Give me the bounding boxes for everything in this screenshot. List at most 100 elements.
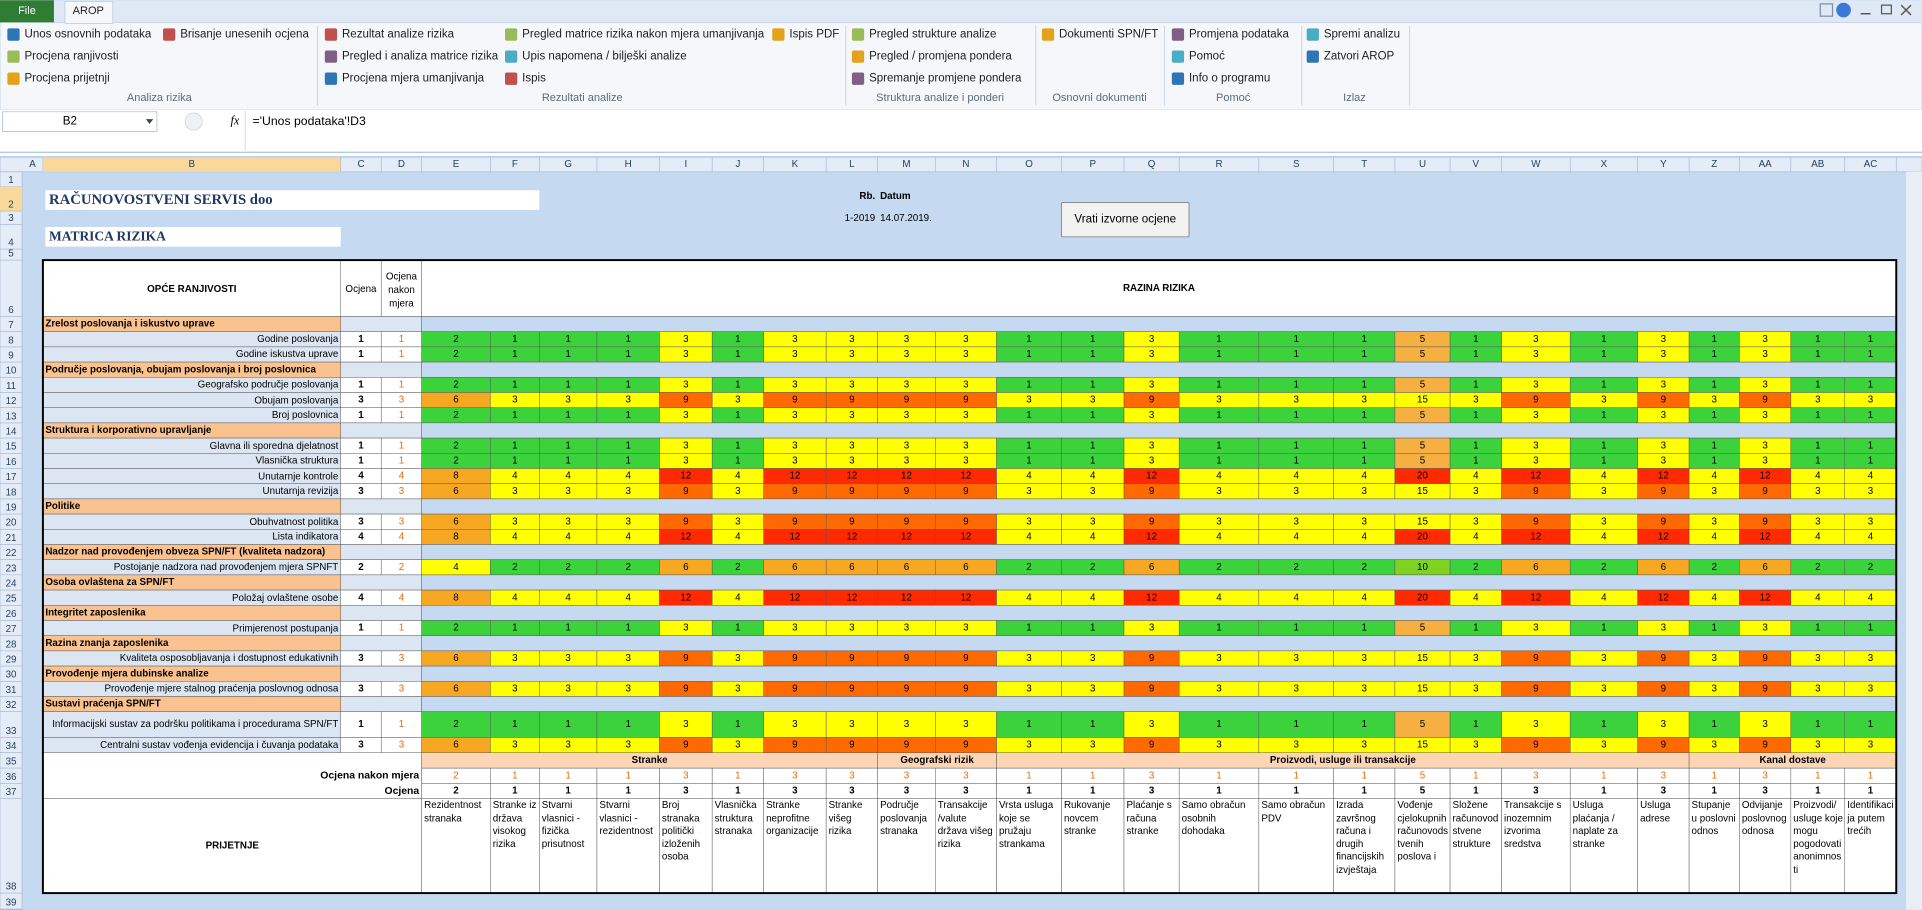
threat-label-cell (42, 798, 422, 894)
ribbon-icon[interactable] (324, 50, 338, 63)
risk-value: 12 (960, 471, 971, 482)
restore-button[interactable] (1061, 202, 1190, 238)
ribbon-icon[interactable] (851, 28, 865, 41)
ribbon-button[interactable]: Info o programu (1189, 73, 1270, 85)
risk-value: 9 (683, 653, 688, 664)
section-title: Područje poslovanja, obujam poslovanja i… (45, 364, 316, 375)
header-cell (380, 259, 422, 317)
ribbon-button[interactable]: Pregled / promjena pondera (869, 51, 1012, 63)
item-rating: 4 (358, 531, 364, 542)
ribbon-icon[interactable] (1171, 28, 1185, 41)
ribbon-icon[interactable] (163, 28, 176, 41)
ribbon-icon[interactable] (772, 28, 785, 41)
threat-name-box: Stranke neprofitne organizacije (766, 800, 818, 837)
ribbon-icon[interactable] (1306, 50, 1319, 63)
ribbon-button[interactable]: Unos osnovnih podataka (25, 29, 152, 41)
risk-value: 1 (1090, 440, 1095, 451)
risk-value: 3 (792, 623, 798, 634)
name-box-dropdown[interactable] (145, 119, 154, 125)
file-tab[interactable] (0, 0, 54, 23)
risk-value: 3 (1533, 455, 1539, 466)
risk-value: 1 (1601, 440, 1606, 451)
column-header: K (792, 159, 799, 170)
ribbon-icon[interactable] (1041, 28, 1055, 41)
ribbon-button[interactable]: Brisanje unesenih ocjena (180, 29, 309, 41)
ribbon-button[interactable]: Rezultat analize rizika (342, 29, 455, 41)
risk-value: 6 (1762, 562, 1768, 573)
threat-name: Samo obračun PDV (1261, 799, 1326, 824)
risk-value: 3 (683, 623, 689, 634)
ribbon-icon[interactable] (505, 50, 518, 63)
risk-value: 9 (849, 486, 854, 497)
ribbon-button[interactable]: Pregled matrice rizika nakon mjera umanj… (522, 29, 765, 41)
ribbon-icon[interactable] (7, 72, 20, 85)
risk-cell (1258, 711, 1334, 738)
risk-value: 1 (625, 719, 630, 730)
risk-value: 12 (901, 471, 912, 482)
ribbon-button[interactable]: Procjena prijetnji (25, 73, 110, 85)
ribbon-button[interactable]: Pregled i analiza matrice rizika (342, 51, 499, 63)
risk-value: 3 (792, 349, 798, 360)
ribbon-button[interactable]: Spremi analizu (1324, 29, 1400, 41)
risk-value: 3 (735, 740, 741, 751)
ribbon-icon[interactable] (505, 72, 518, 85)
item-label: Unutarnje kontrole (258, 470, 339, 482)
risk-value: 3 (1473, 653, 1479, 664)
risk-value: 9 (1149, 516, 1154, 527)
threat-name-cell (1844, 798, 1897, 894)
ribbon-button[interactable]: Ispis (522, 73, 546, 85)
row-header: 7 (8, 320, 13, 331)
risk-value: 9 (1661, 395, 1666, 406)
ribbon-icon[interactable] (7, 28, 20, 41)
restore-button-label[interactable]: Vrati izvorne ocjene (1074, 213, 1176, 226)
minimize-ribbon-icon[interactable] (1819, 3, 1834, 17)
ribbon-icon[interactable] (324, 72, 338, 85)
fx-button[interactable]: fx (230, 113, 239, 127)
ribbon-button[interactable]: Procjena ranjivosti (25, 51, 119, 63)
risk-cell (1844, 711, 1897, 738)
ribbon-button[interactable]: Procjena mjera umanjivanja (342, 73, 485, 85)
ribbon-icon[interactable] (324, 28, 338, 41)
ribbon-icon[interactable] (1171, 72, 1185, 85)
ribbon-icon[interactable] (1306, 28, 1319, 41)
name-box[interactable] (2, 111, 158, 132)
risk-value: 8 (453, 531, 459, 542)
tab-label[interactable]: File (18, 5, 36, 17)
ribbon-icon[interactable] (505, 28, 518, 41)
risk-value: 12 (680, 471, 691, 482)
item-label: Godine poslovanja (257, 333, 339, 345)
risk-value: 3 (1362, 395, 1368, 406)
column-header: P (1089, 159, 1096, 170)
ribbon-icon[interactable] (851, 50, 865, 63)
ribbon-icon[interactable] (851, 72, 865, 85)
ribbon-button[interactable]: Pregled strukture analize (869, 29, 996, 41)
risk-value: 9 (904, 683, 909, 694)
threat-rating: 5 (1420, 786, 1426, 797)
risk-value: 1 (1216, 334, 1221, 345)
restore-icon[interactable] (1880, 4, 1892, 15)
ribbon-button[interactable]: Zatvori AROP (1324, 51, 1395, 63)
risk-value: 3 (1601, 653, 1607, 664)
arop-tab[interactable] (64, 1, 114, 24)
close-icon[interactable] (1900, 4, 1912, 16)
risk-value: 1 (1216, 719, 1221, 730)
header-cell (421, 259, 1897, 317)
formula-cancel[interactable] (184, 112, 203, 131)
help-icon[interactable] (1836, 2, 1851, 18)
ribbon-icon[interactable] (1171, 50, 1185, 63)
ribbon-button[interactable]: Spremanje promjene pondera (869, 73, 1022, 85)
risk-value: 6 (453, 740, 459, 751)
threat-label-area (42, 752, 422, 799)
ribbon-icon[interactable] (7, 50, 20, 63)
ribbon-button[interactable]: Pomoć (1189, 51, 1225, 63)
ribbon-button[interactable]: Upis napomena / bilješki analize (522, 51, 687, 63)
threat-after: 1 (1090, 770, 1095, 781)
ribbon-button[interactable]: Dokumenti SPN/FT (1059, 29, 1158, 41)
risk-value: 6 (453, 653, 459, 664)
risk-value: 1 (1090, 719, 1095, 730)
ribbon-button[interactable]: Ispis PDF (789, 29, 839, 41)
ribbon-button[interactable]: Promjena podataka (1189, 29, 1289, 41)
risk-value: 3 (1362, 486, 1368, 497)
tab-label[interactable]: AROP (73, 5, 104, 17)
threat-name-box: Stvarni vlasnici - rezidentnost (599, 800, 652, 837)
